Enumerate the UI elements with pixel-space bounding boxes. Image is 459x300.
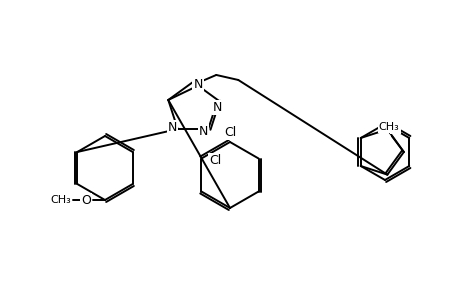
Text: N: N [213,101,222,115]
Text: N: N [168,121,177,134]
Text: CH₃: CH₃ [378,122,398,132]
Text: CH₃: CH₃ [50,195,71,205]
Text: Cl: Cl [209,154,221,167]
Text: N: N [193,79,202,92]
Text: O: O [81,194,91,206]
Text: N: N [193,77,202,91]
Text: N: N [390,120,399,133]
Text: N: N [198,124,207,137]
Text: Cl: Cl [224,125,235,139]
